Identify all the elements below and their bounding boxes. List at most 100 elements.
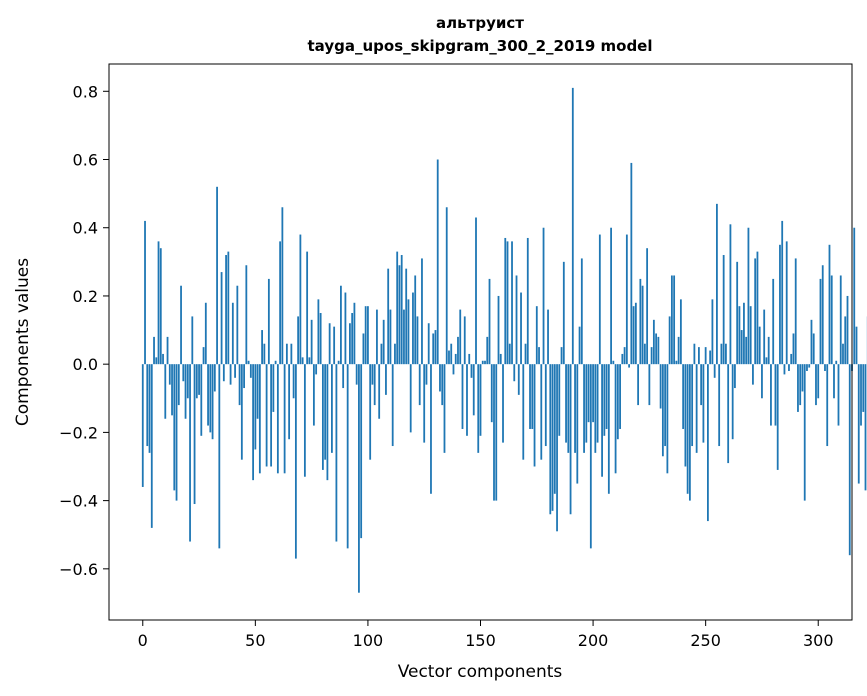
bar-component-63 <box>283 364 286 474</box>
bar-component-205 <box>603 364 606 436</box>
bar-component-211 <box>616 364 619 440</box>
bar-component-33 <box>216 186 218 365</box>
bar-component-297 <box>810 319 813 365</box>
bar-component-152 <box>484 360 486 365</box>
bar-component-130 <box>434 330 437 365</box>
bar-component-241 <box>684 364 687 467</box>
bar-component-94 <box>353 302 356 365</box>
bar-component-178 <box>542 227 545 365</box>
bar-component-269 <box>747 227 750 365</box>
bar-component-118 <box>407 299 410 365</box>
bar-component-187 <box>562 261 565 365</box>
bar-component-150 <box>479 364 482 436</box>
bar-component-164 <box>511 241 513 365</box>
bar-component-200 <box>592 364 594 423</box>
bar-component-300 <box>817 364 820 399</box>
y-tick-label: 0.6 <box>73 151 98 170</box>
bar-component-135 <box>445 207 448 365</box>
x-tick-label: 250 <box>690 631 721 650</box>
bar-component-72 <box>303 364 306 477</box>
bar-component-238 <box>677 336 680 365</box>
bar-component-181 <box>549 364 552 515</box>
bar-component-32 <box>213 364 216 392</box>
bar-component-52 <box>258 364 261 474</box>
bar-component-234 <box>668 316 671 365</box>
bar-component-73 <box>306 251 309 365</box>
bar-component-307 <box>833 364 835 399</box>
bar-component-131 <box>436 159 439 365</box>
bar-component-207 <box>607 364 610 494</box>
bar-component-19 <box>184 364 187 419</box>
bar-component-2 <box>146 364 149 447</box>
bar-component-46 <box>245 265 248 365</box>
bar-component-232 <box>664 364 667 447</box>
bar-component-167 <box>517 364 520 395</box>
bar-component-236 <box>673 275 676 365</box>
bar-component-292 <box>799 364 802 406</box>
bar-component-161 <box>504 237 507 365</box>
bar-component-76 <box>312 364 315 426</box>
bar-component-92 <box>349 323 351 365</box>
bar-component-64 <box>285 343 288 365</box>
bar-component-180 <box>547 309 549 365</box>
bar-component-117 <box>405 268 408 365</box>
bar-component-36 <box>222 364 225 382</box>
bar-component-57 <box>270 364 273 467</box>
bar-component-7 <box>157 241 160 365</box>
y-tick-label: 0.2 <box>73 287 98 306</box>
bar-component-256 <box>718 364 721 447</box>
bar-component-270 <box>749 306 752 365</box>
bar-component-304 <box>826 364 829 447</box>
bar-component-148 <box>475 217 477 365</box>
bar-component-122 <box>416 316 419 365</box>
bar-component-291 <box>797 364 799 412</box>
bar-component-283 <box>779 244 781 365</box>
bar-component-48 <box>249 364 252 378</box>
bar-component-25 <box>198 364 200 395</box>
bar-component-138 <box>452 364 455 375</box>
bar-component-231 <box>661 364 664 457</box>
bar-component-176 <box>538 347 540 365</box>
bar-component-309 <box>837 364 840 426</box>
bar-component-71 <box>301 357 304 365</box>
bar-component-42 <box>236 285 239 365</box>
bar-component-51 <box>256 364 259 419</box>
bar-component-35 <box>220 272 223 365</box>
bar-component-268 <box>745 336 748 365</box>
bar-component-280 <box>772 278 775 365</box>
bar-component-65 <box>288 364 291 440</box>
y-axis-label: Components values <box>13 258 33 426</box>
bar-component-251 <box>707 364 709 522</box>
bar-component-226 <box>650 347 653 365</box>
bar-component-0 <box>141 364 144 487</box>
bar-component-274 <box>758 326 761 365</box>
bar-component-272 <box>754 258 757 365</box>
bar-component-183 <box>553 364 556 494</box>
bar-component-185 <box>558 364 561 436</box>
bar-component-313 <box>846 295 849 365</box>
bar-component-286 <box>785 241 788 365</box>
bar-component-299 <box>815 364 817 406</box>
y-tick-label: 0.0 <box>73 355 98 374</box>
bar-component-222 <box>641 285 644 365</box>
bar-component-213 <box>621 353 624 365</box>
bar-component-194 <box>578 326 581 365</box>
bar-component-166 <box>515 275 518 365</box>
bar-component-196 <box>583 364 585 453</box>
bar-component-245 <box>693 343 696 365</box>
bar-component-108 <box>385 364 387 395</box>
bar-component-104 <box>376 309 378 365</box>
bar-component-146 <box>470 364 473 378</box>
bar-component-237 <box>675 360 678 365</box>
bar-component-321 <box>864 364 867 491</box>
bar-component-249 <box>702 364 705 443</box>
bar-component-191 <box>571 87 574 365</box>
bar-component-293 <box>801 364 804 392</box>
bar-component-11 <box>166 336 169 365</box>
bar-component-80 <box>321 364 324 470</box>
bar-component-216 <box>628 364 630 368</box>
bar-component-203 <box>598 234 601 365</box>
bar-component-173 <box>531 364 534 429</box>
bar-component-38 <box>227 251 230 365</box>
